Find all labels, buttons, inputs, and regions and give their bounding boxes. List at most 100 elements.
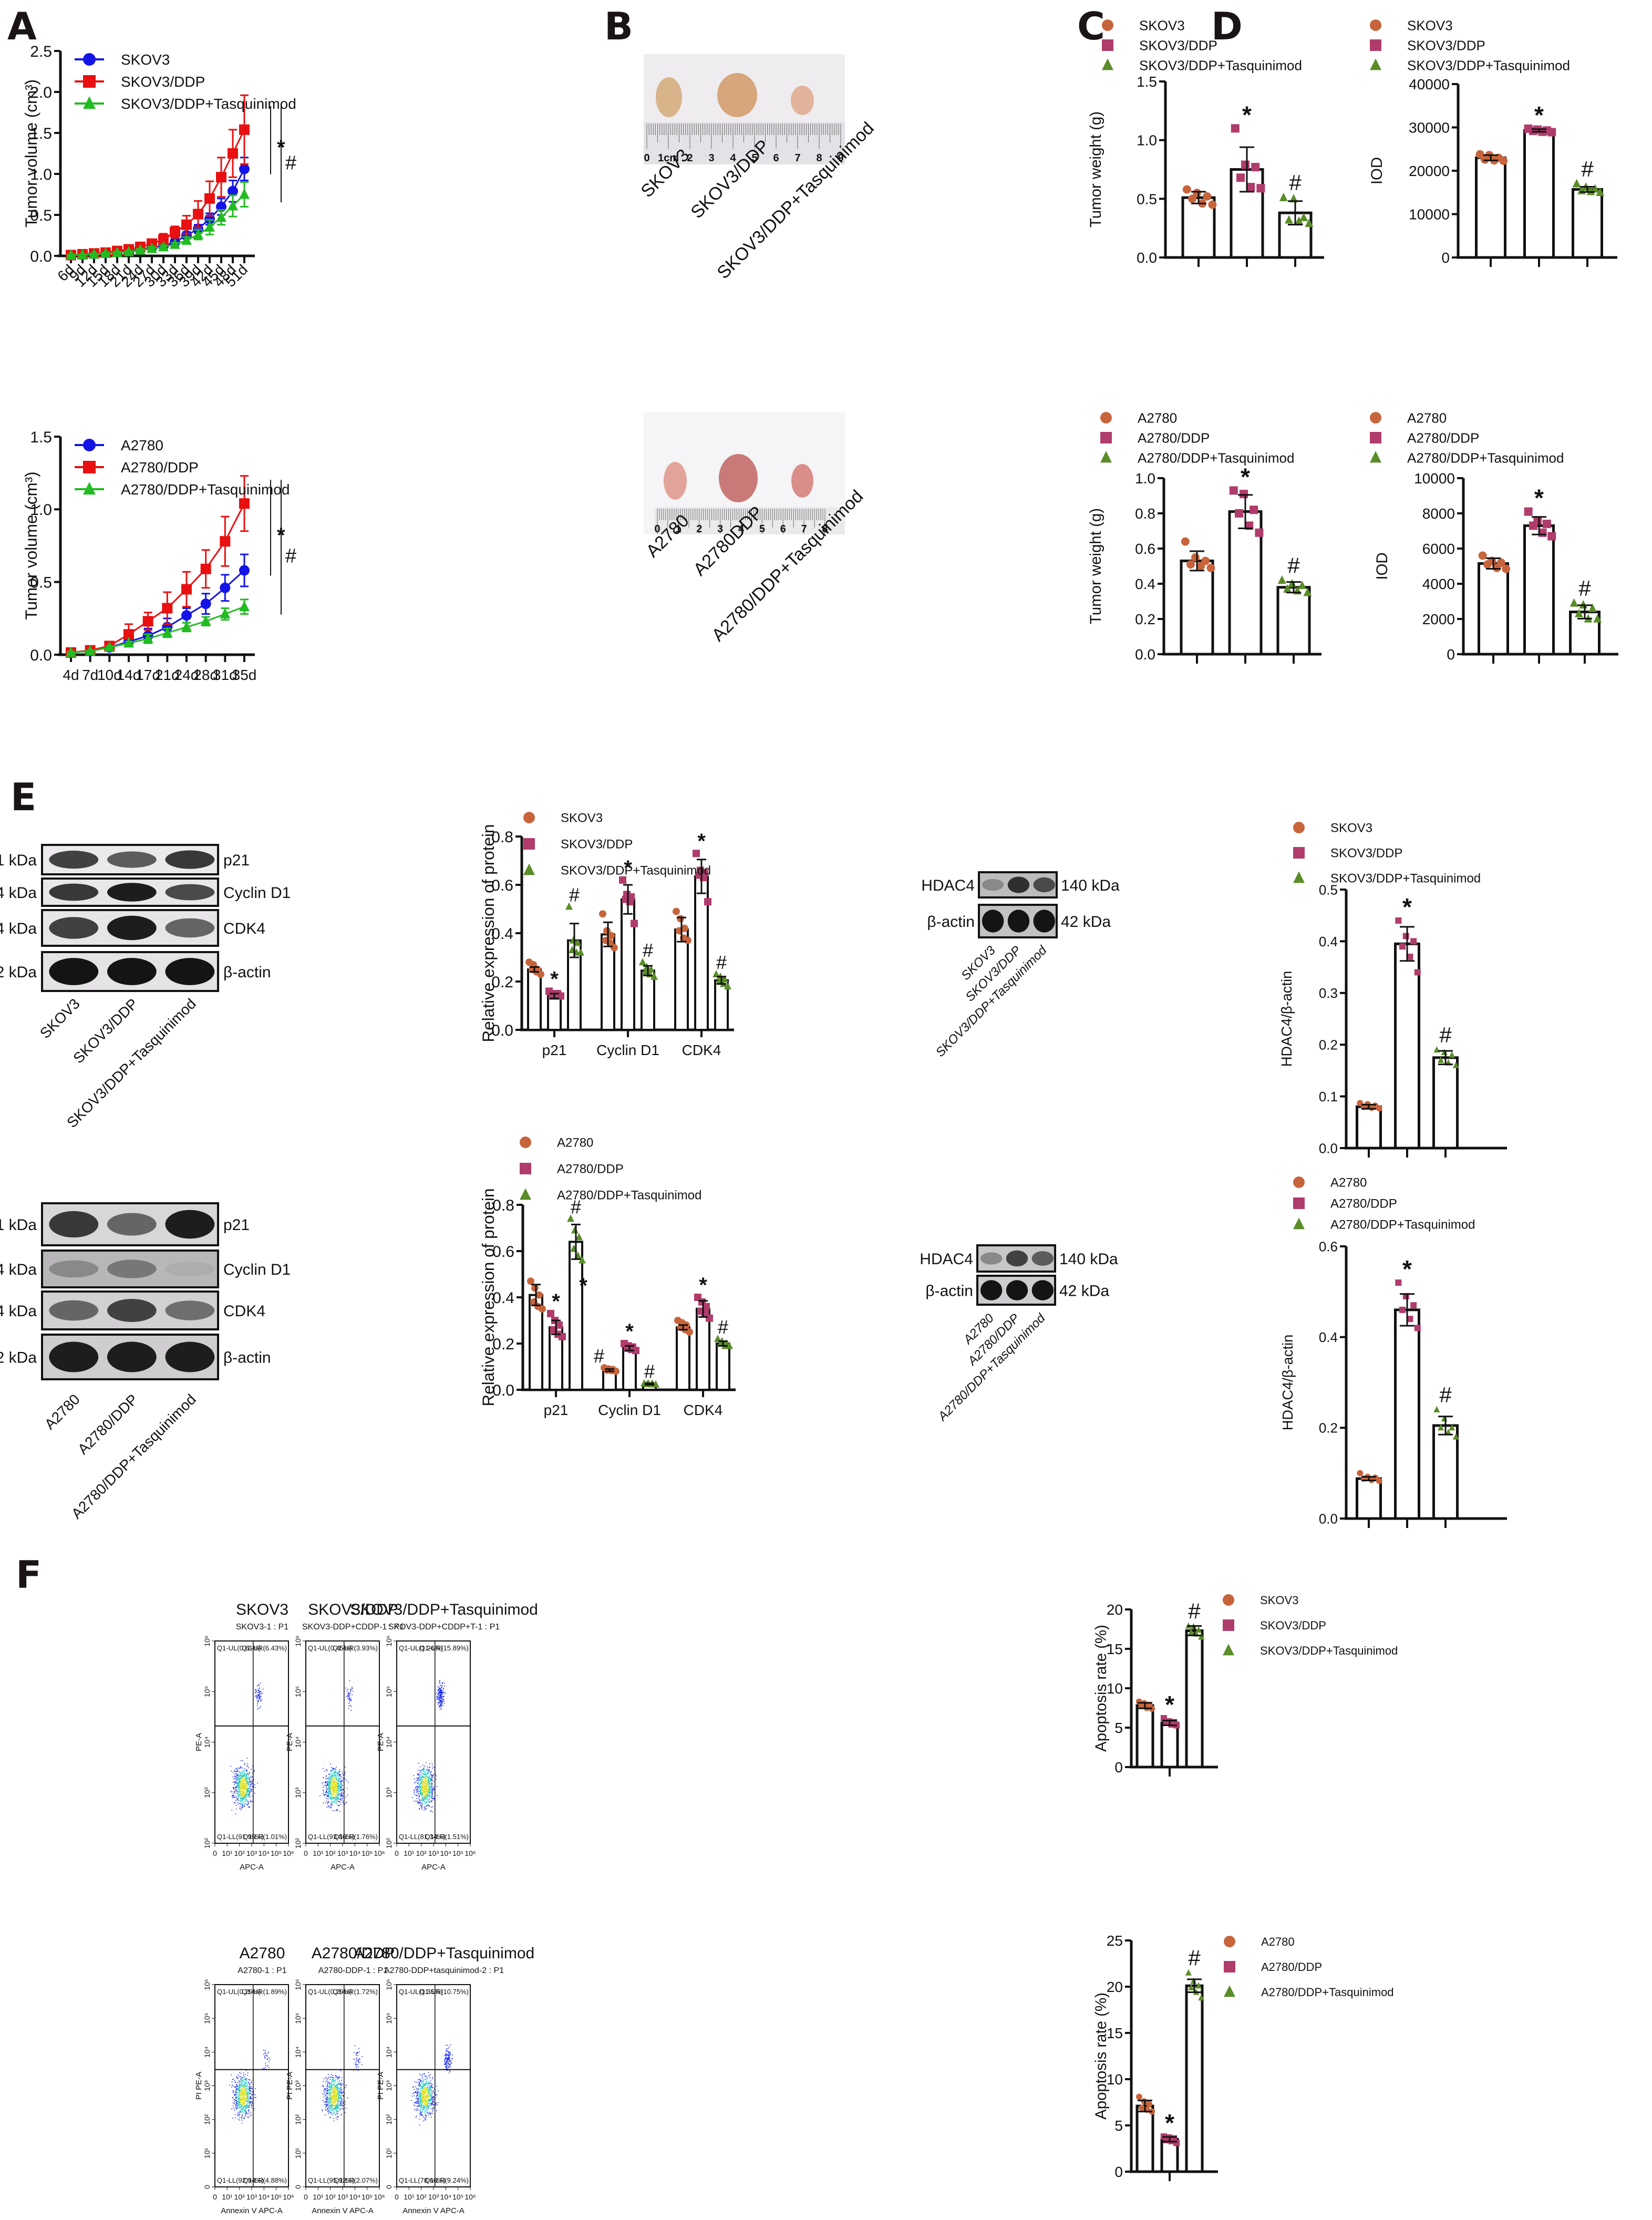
- event: [250, 1790, 251, 1791]
- event: [262, 1688, 264, 1690]
- event: [245, 1781, 246, 1782]
- event: [245, 2087, 247, 2088]
- event: [239, 2106, 240, 2108]
- bar-group-triangle: #: [1432, 1382, 1459, 1528]
- event: [241, 1803, 243, 1804]
- event: [332, 2101, 333, 2102]
- event: [423, 1767, 425, 1769]
- event: [241, 2105, 242, 2107]
- event: [336, 2089, 337, 2090]
- event: [421, 1800, 422, 1801]
- bar-group-circle: [1356, 1100, 1382, 1158]
- event: [255, 1689, 257, 1690]
- event: [239, 1780, 240, 1781]
- data-point: [632, 1347, 639, 1355]
- event: [339, 1775, 340, 1776]
- event: [242, 1802, 243, 1803]
- event: [427, 1767, 428, 1768]
- event: [235, 1813, 236, 1815]
- event: [255, 1689, 256, 1691]
- event: [246, 1777, 247, 1778]
- event: [258, 1690, 259, 1691]
- event: [239, 1783, 241, 1785]
- event: [328, 1790, 329, 1792]
- event: [427, 1791, 428, 1792]
- event: [247, 2116, 249, 2118]
- event: [336, 2077, 338, 2078]
- data-point: [220, 582, 231, 593]
- event: [427, 1795, 429, 1797]
- event: [238, 1791, 240, 1792]
- event: [336, 1810, 337, 1811]
- event: [349, 1700, 351, 1701]
- event: [241, 2097, 242, 2099]
- event: [243, 1792, 244, 1793]
- event: [322, 1787, 324, 1788]
- y-tick-label: 10³: [203, 1787, 211, 1798]
- event: [419, 1790, 420, 1792]
- y-axis-label: PI PE-A: [194, 2072, 203, 2100]
- event: [231, 1795, 233, 1796]
- event: [328, 1801, 329, 1802]
- event: [438, 1691, 440, 1692]
- legend-label: SKOV3: [121, 51, 170, 68]
- data-point: [577, 948, 584, 956]
- event: [431, 1776, 432, 1778]
- event: [258, 1692, 259, 1694]
- event: [245, 1787, 246, 1788]
- event: [329, 1783, 330, 1784]
- event: [335, 1782, 336, 1783]
- event: [246, 1783, 247, 1784]
- event: [239, 2091, 240, 2093]
- event: [345, 2103, 346, 2105]
- event: [239, 1778, 240, 1779]
- event: [336, 1788, 338, 1789]
- event: [234, 2104, 236, 2105]
- ruler-label: 1: [675, 523, 681, 535]
- event: [246, 2091, 247, 2092]
- event: [331, 1770, 332, 1771]
- event: [330, 1791, 332, 1792]
- legend-label: A2780/DDP+Tasquinimod: [1407, 450, 1564, 466]
- event: [439, 1688, 441, 1689]
- event: [240, 1782, 241, 1783]
- event: [239, 2076, 240, 2078]
- event: [239, 1808, 240, 1809]
- data-point: [1305, 219, 1314, 228]
- event: [332, 1768, 334, 1769]
- legend-marker-square: [1100, 432, 1112, 443]
- event: [331, 1789, 333, 1790]
- event: [443, 1701, 445, 1702]
- data-point: [567, 1214, 574, 1222]
- event: [250, 1785, 251, 1787]
- panel-label-c: C: [1077, 4, 1105, 48]
- y-tick-label: 10⁴: [203, 1737, 211, 1748]
- data-point: [704, 898, 711, 906]
- molecular-weight-label: 34 kDa: [0, 884, 37, 902]
- data-point: [239, 498, 250, 509]
- event: [246, 1784, 247, 1785]
- event: [266, 2056, 268, 2057]
- event: [237, 1774, 239, 1776]
- data-point: [135, 244, 146, 255]
- event: [245, 2110, 246, 2111]
- event: [252, 1795, 253, 1796]
- event: [427, 1799, 428, 1800]
- y-tick-label: 0.6: [492, 1243, 514, 1261]
- event: [241, 1778, 242, 1779]
- event: [332, 2077, 333, 2078]
- event: [422, 1776, 424, 1778]
- event: [249, 2092, 251, 2093]
- quadrant-ul: Q1-UL(0.61%): [217, 1644, 261, 1652]
- quadrant-ur: Q1-UR(6.43%): [242, 1644, 287, 1652]
- event: [431, 1800, 433, 1801]
- event: [249, 2098, 251, 2099]
- event: [352, 1694, 353, 1696]
- flow-events: [230, 1682, 264, 1815]
- event: [347, 1794, 348, 1795]
- event: [324, 2092, 325, 2093]
- event: [427, 1795, 428, 1796]
- event: [242, 1795, 243, 1797]
- event: [240, 2102, 241, 2103]
